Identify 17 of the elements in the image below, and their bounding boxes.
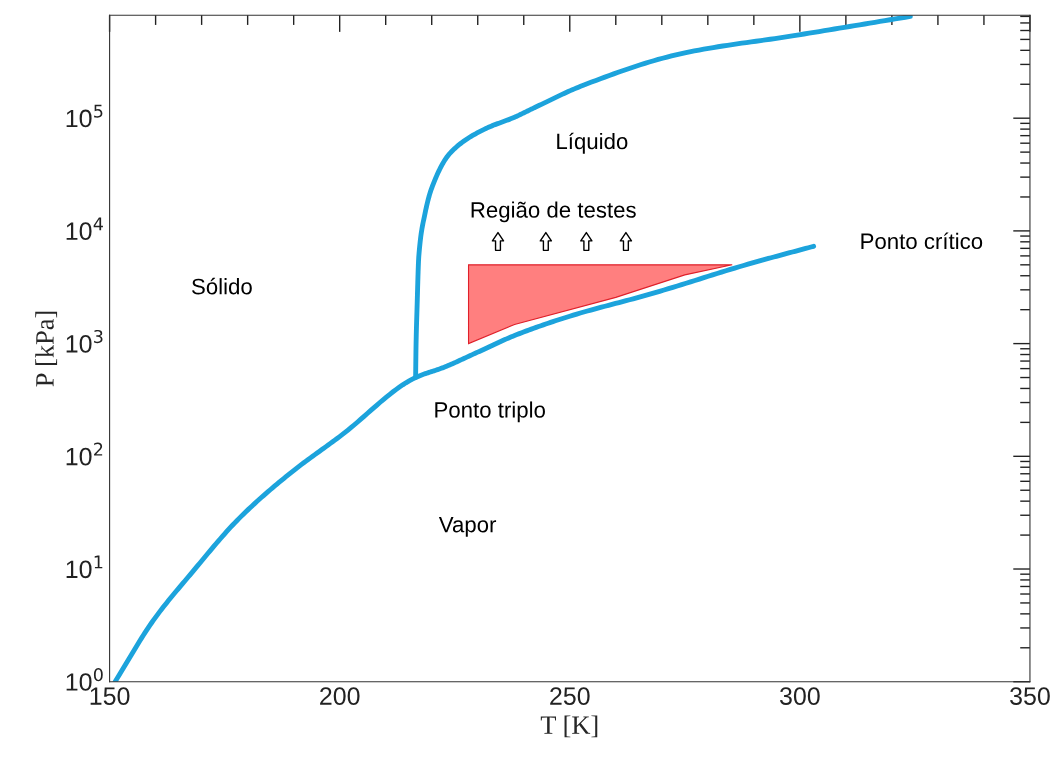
annotation: Ponto crítico: [861, 232, 983, 250]
annotation: Líquido: [557, 132, 628, 154]
x-tick-label: 350: [1010, 687, 1050, 705]
y-tick-label: 10$^{1}$: [66, 555, 103, 579]
x-axis-title: T [K]: [540, 715, 598, 738]
y-tick-label: 10$^{4}$: [66, 217, 103, 241]
y-tick-label: 10$^{2}$: [66, 442, 103, 466]
annotation: Região de testes: [471, 201, 636, 223]
annotation: Sólido: [192, 277, 252, 295]
y-axis-title: P [kPa]: [35, 311, 58, 387]
x-tick-label: 250: [550, 687, 590, 705]
x-tick-label: 200: [320, 687, 360, 705]
annotation: Vapor: [438, 516, 497, 537]
y-tick-label: 10$^{5}$: [66, 104, 103, 128]
y-tick-label: 10$^{3}$: [66, 329, 103, 353]
annotation: Ponto triplo: [435, 401, 545, 423]
x-tick-label: 300: [779, 687, 820, 705]
